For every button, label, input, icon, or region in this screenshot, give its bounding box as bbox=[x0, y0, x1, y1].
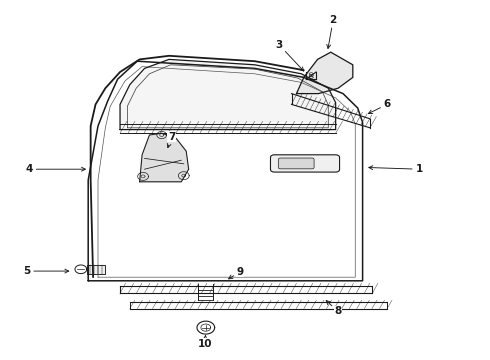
Text: 9: 9 bbox=[229, 267, 244, 279]
Text: 3: 3 bbox=[276, 40, 304, 71]
Text: 4: 4 bbox=[25, 164, 85, 174]
Text: 10: 10 bbox=[197, 336, 212, 349]
FancyBboxPatch shape bbox=[278, 158, 314, 169]
Polygon shape bbox=[120, 59, 336, 130]
Polygon shape bbox=[140, 133, 189, 182]
Text: 5: 5 bbox=[24, 266, 69, 276]
Bar bbox=[87, 265, 105, 274]
Text: 7: 7 bbox=[167, 132, 175, 148]
Polygon shape bbox=[88, 61, 363, 281]
Polygon shape bbox=[296, 52, 353, 94]
Text: 8: 8 bbox=[326, 301, 342, 316]
Text: 1: 1 bbox=[369, 164, 422, 174]
Text: 6: 6 bbox=[368, 99, 391, 113]
Text: 2: 2 bbox=[327, 15, 337, 49]
FancyBboxPatch shape bbox=[270, 155, 340, 172]
